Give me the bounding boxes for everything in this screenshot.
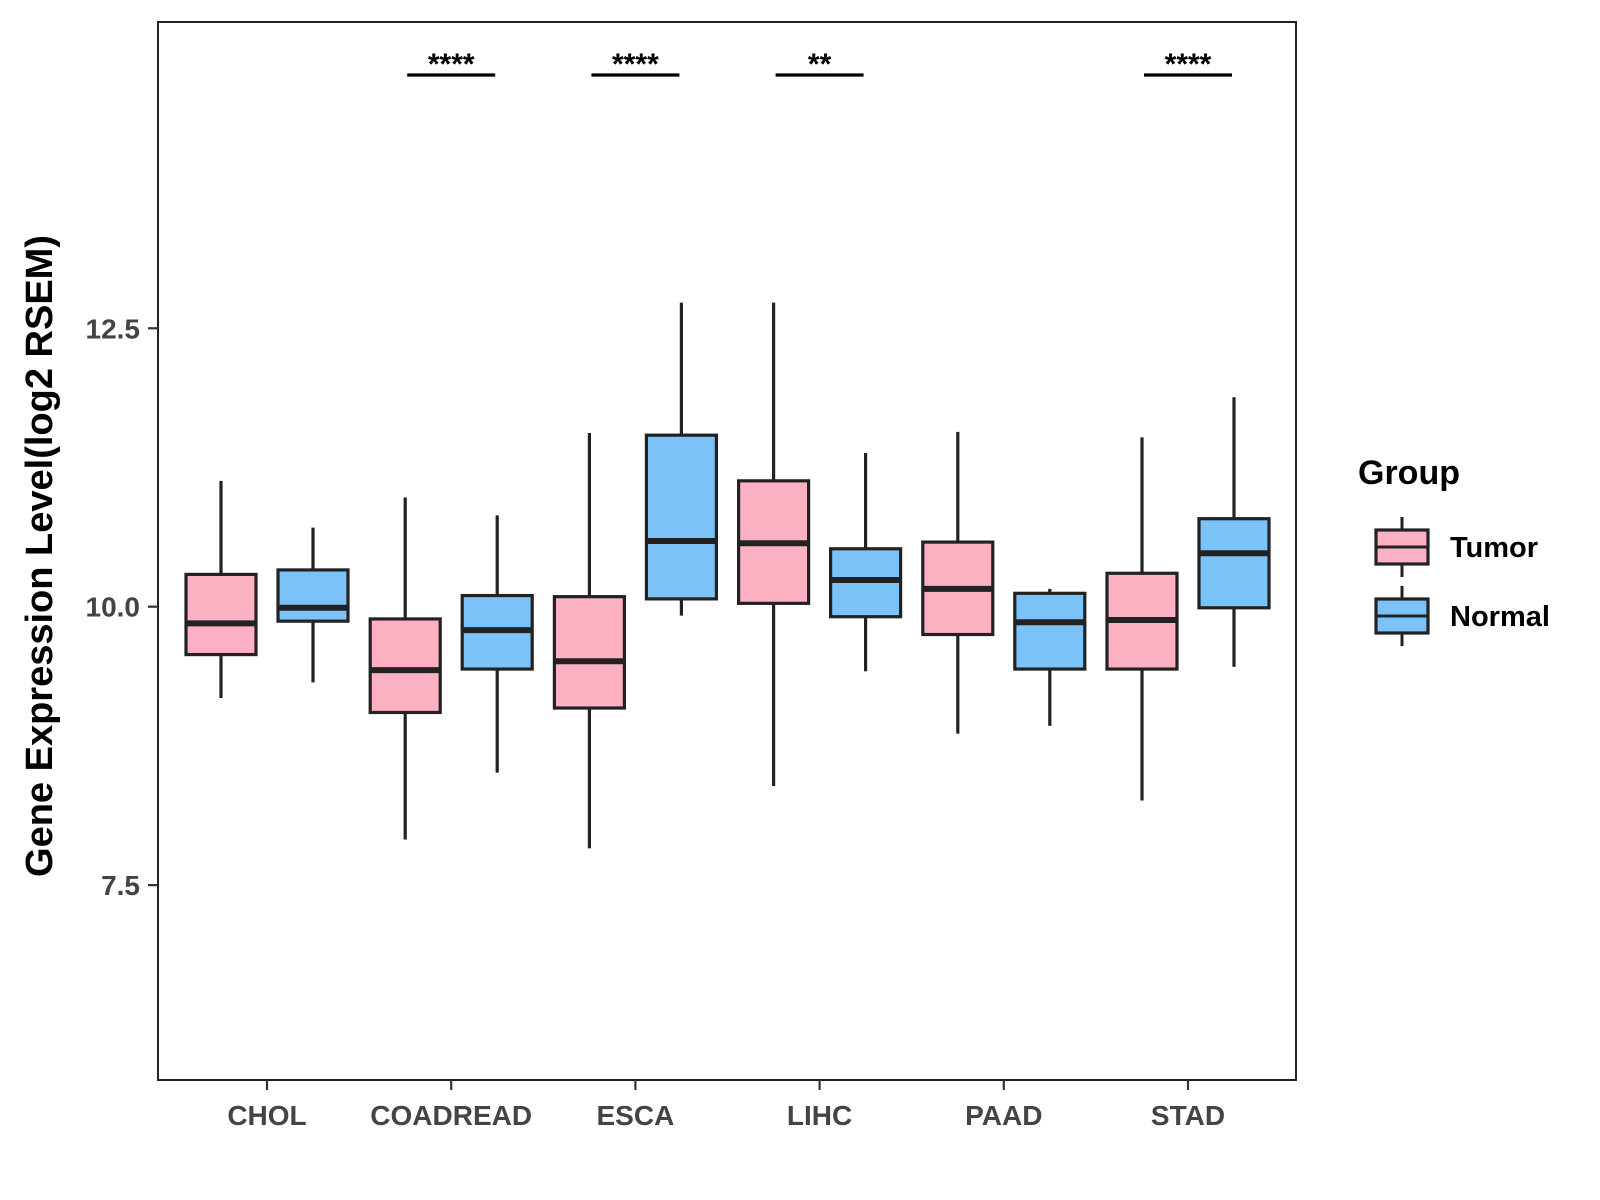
significance-esca: **** bbox=[591, 48, 680, 81]
legend: Group Tumor Normal bbox=[1358, 454, 1550, 646]
significance-label: **** bbox=[428, 48, 475, 81]
x-tick-label: LIHC bbox=[787, 1100, 852, 1131]
y-tick-label: 12.5 bbox=[86, 313, 141, 344]
x-tick-label: CHOL bbox=[227, 1100, 306, 1131]
box-normal-coadread bbox=[460, 515, 534, 773]
box-iqr bbox=[368, 617, 442, 715]
box-tumor-esca bbox=[552, 432, 627, 849]
y-tick-label: 7.5 bbox=[101, 870, 140, 901]
box-iqr bbox=[552, 595, 627, 710]
box-normal-stad bbox=[1197, 397, 1271, 667]
box-tumor-paad bbox=[921, 431, 995, 734]
box-normal-chol bbox=[276, 527, 350, 683]
significance-label: ** bbox=[808, 48, 832, 81]
significance-lihc: ** bbox=[775, 48, 864, 81]
box-iqr bbox=[184, 572, 258, 657]
box-normal-lihc bbox=[828, 452, 903, 672]
y-tick-label: 10.0 bbox=[86, 592, 141, 623]
significance-coadread: **** bbox=[407, 48, 496, 81]
box-tumor-stad bbox=[1105, 437, 1179, 801]
x-tick-label: ESCA bbox=[597, 1100, 675, 1131]
legend-label: Tumor bbox=[1450, 532, 1538, 564]
box-tumor-coadread bbox=[368, 497, 442, 840]
legend-title: Group bbox=[1358, 454, 1460, 492]
panel-border bbox=[157, 21, 1297, 1081]
box-normal-paad bbox=[1013, 588, 1087, 726]
box-normal-esca bbox=[644, 302, 719, 616]
legend-label: Normal bbox=[1450, 601, 1550, 633]
significance-label: **** bbox=[1165, 48, 1212, 81]
x-tick-label: COADREAD bbox=[370, 1100, 532, 1131]
axes: 7.5 10.0 12.5 CHOL COADREAD ESCA LIHC PAAD STAD bbox=[86, 21, 1297, 1131]
x-tick-label: PAAD bbox=[965, 1100, 1042, 1131]
box-iqr bbox=[1197, 517, 1271, 610]
legend-item-tumor: Tumor bbox=[1374, 517, 1538, 577]
x-tick-label: STAD bbox=[1151, 1100, 1225, 1131]
box-iqr bbox=[276, 568, 350, 623]
significance-stad: **** bbox=[1144, 48, 1232, 81]
box-tumor-chol bbox=[184, 480, 258, 699]
plot-area: **** **** ** **** bbox=[184, 48, 1271, 849]
box-iqr bbox=[644, 433, 719, 601]
y-axis-title: Gene Expression Level(log2 RSEM) bbox=[19, 235, 61, 877]
box-tumor-lihc bbox=[736, 302, 811, 786]
legend-item-normal: Normal bbox=[1374, 586, 1550, 646]
significance-label: **** bbox=[612, 48, 659, 81]
box-iqr bbox=[1013, 591, 1087, 671]
